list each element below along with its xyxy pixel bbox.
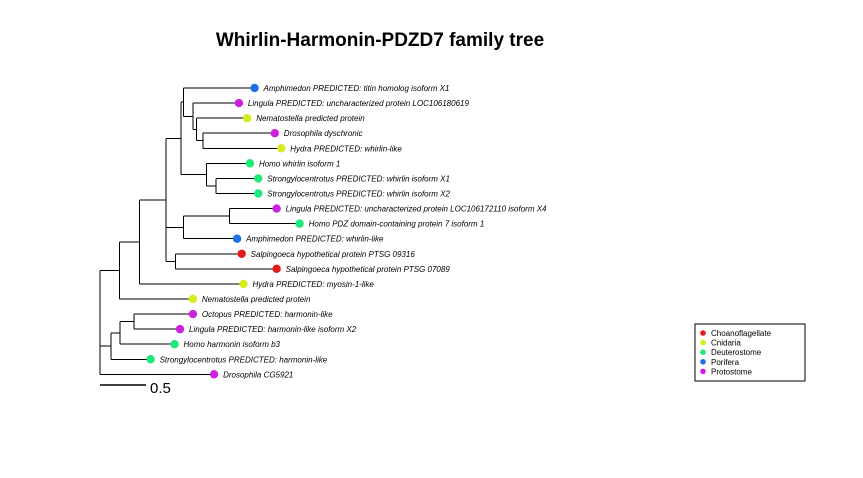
tip-label: Salpingoeca hypothetical protein PTSG 09…: [251, 250, 416, 259]
legend-swatch-porifera: [700, 359, 706, 365]
tip-marker-cnidaria: [188, 294, 198, 304]
tip-marker-deuterostome: [254, 189, 263, 198]
tip-marker-protostome: [270, 129, 279, 138]
tip-label: Lingula PREDICTED: uncharacterized prote…: [248, 99, 470, 108]
tip-marker-protostome: [209, 370, 219, 379]
legend-box: [694, 323, 806, 382]
tip-label: Hydra PREDICTED: myosin-1-like: [253, 280, 375, 289]
legend-swatch-protostome: [700, 368, 706, 375]
tip-label: Nematostella predicted protein: [256, 114, 365, 123]
legend-swatch-deuterostome: [700, 349, 706, 356]
tip-marker-cnidaria: [277, 144, 286, 153]
legend: ChoanoflagellateCnidariaDeuterostomePori…: [694, 323, 806, 382]
tip-label: Homo PDZ domain-containing protein 7 iso…: [309, 220, 485, 229]
tip-label: Amphimedon PREDICTED: whirlin-like: [245, 235, 384, 244]
legend-label-deuterostome: Deuterostome: [711, 348, 762, 357]
tip-marker-cnidaria: [239, 279, 248, 289]
tip-marker-porifera: [232, 234, 242, 243]
tip-label: Strongylocentrotus PREDICTED: whirlin is…: [267, 174, 450, 183]
legend-label-choanoflagellate: Choanoflagellate: [711, 329, 772, 338]
tip-marker-choanoflagellate: [237, 249, 246, 258]
tip-label: Drosophila dyschronic: [284, 129, 363, 138]
tip-label: Strongylocentrotus PREDICTED: whirlin is…: [267, 189, 450, 198]
legend-label-cnidaria: Cnidaria: [711, 339, 741, 348]
tip-marker-deuterostome: [245, 159, 255, 168]
legend-swatch-cnidaria: [700, 339, 706, 346]
tip-marker-deuterostome: [146, 355, 155, 364]
tip-label: Strongylocentrotus PREDICTED: harmonin-l…: [160, 355, 328, 364]
tree-diagram: Amphimedon PREDICTED: titin homolog isof…: [99, 83, 547, 379]
tip-marker-choanoflagellate: [272, 264, 281, 274]
tip-label: Homo whirlin isoform 1: [259, 159, 340, 168]
tip-label: Drosophila CG5921: [223, 370, 293, 379]
tip-marker-deuterostome: [254, 174, 263, 183]
legend-label-protostome: Protostome: [711, 367, 752, 376]
tip-label: Hydra PREDICTED: whirlin-like: [290, 144, 402, 153]
scale-bar: 0.5: [100, 380, 171, 397]
tip-marker-deuterostome: [295, 219, 304, 228]
tip-marker-protostome: [272, 204, 281, 213]
legend-swatch-choanoflagellate: [700, 330, 706, 336]
tip-label: Lingula PREDICTED: harmonin-like isoform…: [189, 325, 357, 334]
scale-bar-label: 0.5: [150, 380, 171, 397]
tip-label: Amphimedon PREDICTED: titin homolog isof…: [263, 84, 450, 93]
tip-label: Octopus PREDICTED: harmonin-like: [202, 310, 333, 319]
tip-marker-protostome: [188, 309, 198, 319]
tip-marker-cnidaria: [243, 113, 252, 123]
tip-label: Homo harmonin isoform b3: [184, 340, 281, 349]
tip-marker-porifera: [250, 83, 259, 93]
tip-marker-deuterostome: [170, 339, 179, 349]
tip-label: Nematostella predicted protein: [202, 295, 311, 304]
tip-label: Salpingoeca hypothetical protein PTSG 07…: [286, 265, 451, 274]
figure-title: Whirlin-Harmonin-PDZD7 family tree: [216, 30, 544, 51]
legend-label-porifera: Porifera: [711, 358, 740, 367]
tip-marker-protostome: [175, 324, 185, 334]
tip-label: Lingula PREDICTED: uncharacterized prote…: [286, 205, 547, 214]
tip-marker-protostome: [234, 98, 244, 108]
